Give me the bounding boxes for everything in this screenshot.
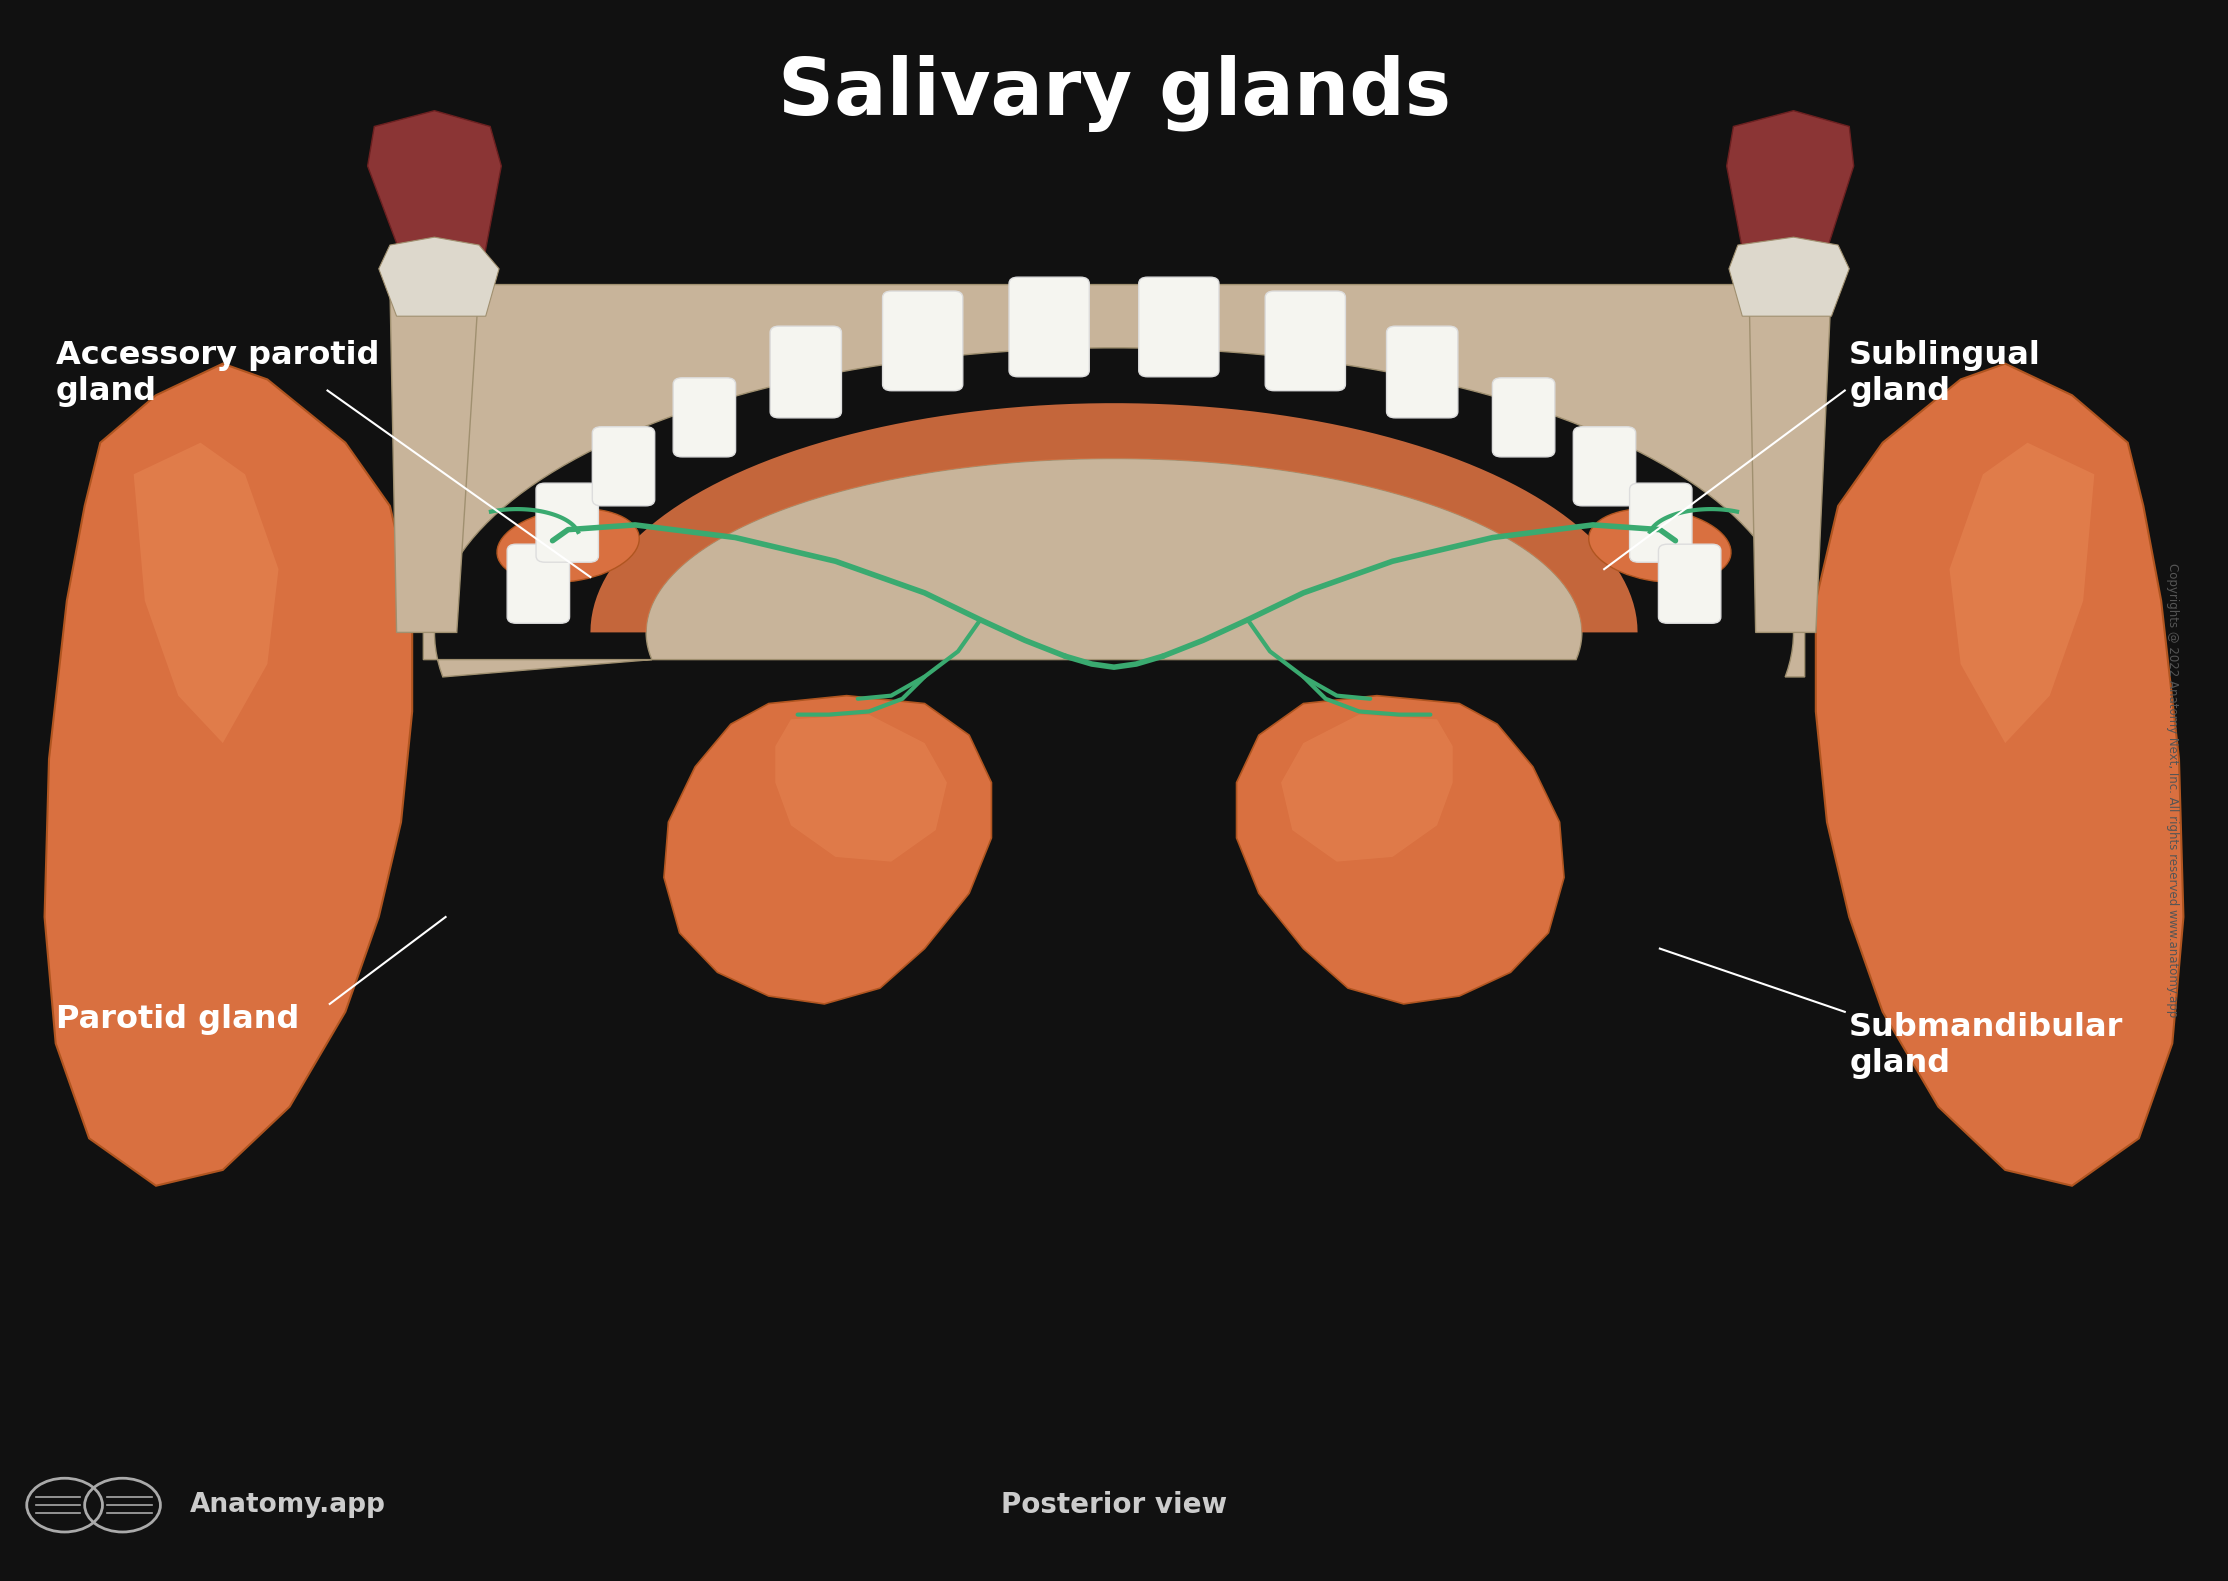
- Polygon shape: [1729, 237, 1849, 316]
- FancyBboxPatch shape: [1629, 484, 1691, 563]
- FancyBboxPatch shape: [1139, 277, 1219, 376]
- Text: Salivary glands: Salivary glands: [778, 55, 1450, 133]
- FancyBboxPatch shape: [1658, 544, 1720, 623]
- Polygon shape: [379, 237, 499, 316]
- FancyBboxPatch shape: [508, 544, 570, 623]
- FancyBboxPatch shape: [593, 427, 655, 506]
- Text: Parotid gland: Parotid gland: [56, 1004, 299, 1036]
- Text: Accessory parotid
gland: Accessory parotid gland: [56, 340, 379, 406]
- Polygon shape: [1950, 443, 2094, 743]
- Polygon shape: [390, 253, 479, 632]
- FancyBboxPatch shape: [1009, 277, 1089, 376]
- Polygon shape: [45, 364, 412, 1186]
- Ellipse shape: [1589, 509, 1731, 582]
- FancyBboxPatch shape: [537, 484, 599, 563]
- Polygon shape: [1816, 364, 2183, 1186]
- Text: Submandibular
gland: Submandibular gland: [1849, 1012, 2123, 1078]
- Ellipse shape: [497, 509, 639, 582]
- FancyBboxPatch shape: [1266, 291, 1346, 391]
- Polygon shape: [1237, 696, 1564, 1004]
- Text: Copyrights @ 2022 Anatomy Next, Inc. All rights reserved www.anatomy.app: Copyrights @ 2022 Anatomy Next, Inc. All…: [2166, 563, 2179, 1018]
- FancyBboxPatch shape: [771, 326, 842, 417]
- Polygon shape: [775, 715, 947, 862]
- Polygon shape: [1749, 253, 1831, 632]
- Text: Sublingual
gland: Sublingual gland: [1849, 340, 2041, 406]
- Polygon shape: [1727, 111, 1854, 285]
- Text: Posterior view: Posterior view: [1000, 1491, 1228, 1519]
- FancyBboxPatch shape: [1493, 378, 1555, 457]
- Polygon shape: [1281, 715, 1453, 862]
- Polygon shape: [368, 111, 501, 285]
- Polygon shape: [423, 285, 1805, 677]
- FancyBboxPatch shape: [673, 378, 735, 457]
- FancyBboxPatch shape: [1573, 427, 1635, 506]
- FancyBboxPatch shape: [1386, 326, 1457, 417]
- Polygon shape: [134, 443, 278, 743]
- Text: Anatomy.app: Anatomy.app: [189, 1492, 385, 1518]
- Polygon shape: [664, 696, 991, 1004]
- Polygon shape: [590, 403, 1638, 632]
- FancyBboxPatch shape: [882, 291, 962, 391]
